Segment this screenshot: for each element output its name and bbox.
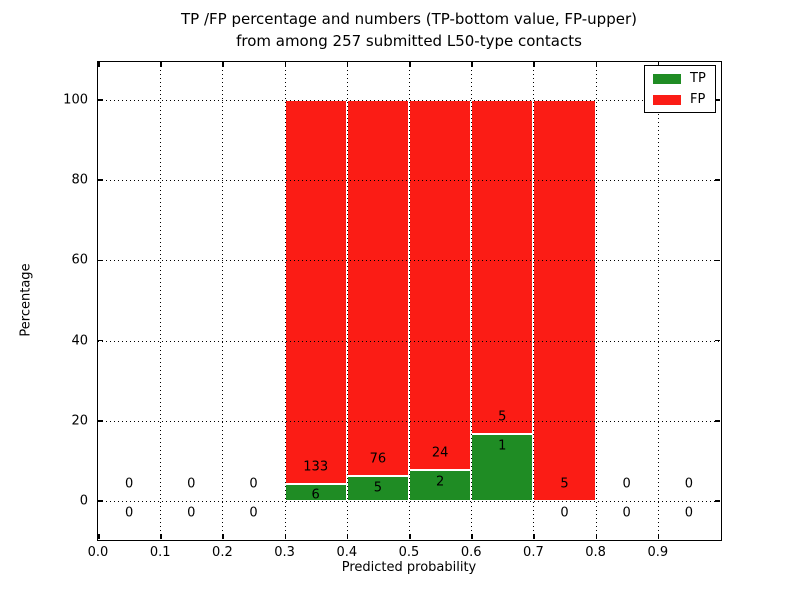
- x-gridline: [222, 62, 224, 539]
- x-tick-label: 0.2: [212, 545, 233, 560]
- bar-segment-fp: [471, 100, 534, 435]
- y-tick-label: 20: [71, 413, 88, 429]
- x-tick: [160, 62, 162, 67]
- x-tick: [533, 534, 535, 539]
- y-tick: [98, 259, 103, 262]
- x-gridline: [284, 62, 286, 539]
- x-tick: [346, 62, 349, 67]
- y-tick-label: 0: [79, 493, 88, 509]
- x-tick: [98, 534, 100, 539]
- y-tick: [98, 420, 103, 422]
- annotation-fp-count: 0: [622, 476, 631, 492]
- annotation-fp-count: 0: [249, 476, 258, 492]
- bar-segment-tp: [471, 434, 534, 501]
- x-gridline: [346, 62, 348, 539]
- x-tick-label: 0.7: [523, 545, 544, 560]
- y-tick-label: 80: [71, 172, 88, 188]
- annotation-fp-count: 24: [431, 445, 449, 461]
- bar-segment-tp: [346, 476, 409, 501]
- x-tick-label: 0.9: [647, 545, 669, 560]
- legend-swatch-tp: [653, 73, 681, 84]
- annotation-tp-count: 2: [435, 474, 445, 490]
- legend-label: TP: [690, 71, 706, 86]
- annotation-tp-count: 0: [684, 505, 694, 521]
- x-gridline: [409, 62, 410, 539]
- x-tick: [284, 62, 287, 67]
- x-tick: [657, 62, 660, 67]
- y-tick: [98, 99, 103, 101]
- x-tick-label: 0.8: [585, 545, 606, 560]
- y-tick-label: 40: [71, 333, 88, 349]
- annotation-tp-count: 6: [311, 487, 320, 503]
- bar-segment-fp: [409, 100, 472, 471]
- y-tick: [715, 179, 720, 181]
- x-tick-label: 0.3: [274, 545, 295, 560]
- x-tick: [160, 534, 162, 539]
- annotation-tp-count: 0: [560, 505, 569, 521]
- x-tick: [222, 62, 224, 67]
- y-tick: [715, 500, 720, 502]
- bar-segment-fp: [284, 100, 347, 484]
- x-tick: [533, 62, 535, 67]
- x-tick: [657, 534, 660, 539]
- x-tick: [595, 62, 598, 67]
- y-tick: [715, 99, 720, 101]
- annotation-fp-count: 0: [124, 476, 134, 492]
- x-tick: [346, 534, 349, 539]
- legend-item-tp: TP: [653, 71, 706, 86]
- y-tick-label: 60: [71, 252, 88, 268]
- x-tick-label: 0.6: [460, 545, 482, 560]
- annotation-tp-count: 0: [622, 505, 631, 521]
- annotation-tp-count: 0: [124, 505, 134, 521]
- x-gridline: [160, 62, 162, 539]
- bar-segment-fp: [346, 100, 409, 477]
- y-tick: [98, 179, 103, 181]
- x-tick: [222, 534, 224, 539]
- legend: TP FP: [644, 65, 716, 113]
- chart-title: TP /FP percentage and numbers (TP-bottom…: [98, 8, 720, 52]
- y-tick: [98, 339, 103, 342]
- chart-title-line1: TP /FP percentage and numbers (TP-bottom…: [181, 10, 637, 28]
- x-gridline: [471, 62, 473, 539]
- annotation-tp-count: 0: [187, 505, 196, 521]
- annotation-tp-count: 5: [373, 480, 383, 496]
- bar-segment-fp: [533, 100, 596, 501]
- annotation-fp-count: 76: [369, 451, 387, 467]
- legend-label: FP: [690, 92, 706, 107]
- y-axis-label: Percentage: [18, 263, 34, 337]
- annotation-fp-count: 5: [498, 409, 507, 425]
- x-tick-label: 0.1: [149, 545, 171, 560]
- y-tick: [715, 420, 720, 422]
- plot-area: TP FP 0.0 0.1 0.2 0.3 0.4 0.5 0.6 0.7 0.8 0.9 0 20 40…: [63, 60, 722, 560]
- y-tick: [98, 500, 103, 502]
- annotation-fp-count: 0: [684, 476, 694, 492]
- x-tick-label: 0.5: [398, 545, 420, 560]
- annotation-tp-count: 0: [249, 505, 258, 521]
- x-tick-label: 0.0: [87, 545, 109, 560]
- y-tick: [715, 259, 720, 262]
- y-tick: [715, 339, 720, 342]
- x-gridline: [533, 62, 535, 539]
- annotation-fp-count: 0: [187, 476, 196, 492]
- annotation-tp-count: 1: [498, 438, 507, 454]
- annotation-fp-count: 133: [303, 459, 329, 475]
- x-tick: [284, 534, 287, 539]
- x-tick: [98, 62, 100, 67]
- legend-item-fp: FP: [653, 92, 706, 107]
- y-tick-label: 100: [63, 92, 88, 108]
- x-tick: [471, 534, 473, 539]
- x-axis-label: Predicted probability: [341, 560, 477, 575]
- legend-swatch-fp: [653, 94, 681, 105]
- x-tick: [409, 534, 411, 539]
- x-gridline: [595, 62, 597, 539]
- annotation-fp-count: 5: [560, 476, 569, 492]
- x-tick: [409, 62, 411, 67]
- x-gridline: [657, 62, 659, 539]
- x-tick-label: 0.4: [336, 545, 358, 560]
- x-tick: [595, 534, 598, 539]
- chart-title-line2: from among 257 submitted L50-type contac…: [236, 32, 582, 50]
- x-tick: [471, 62, 473, 67]
